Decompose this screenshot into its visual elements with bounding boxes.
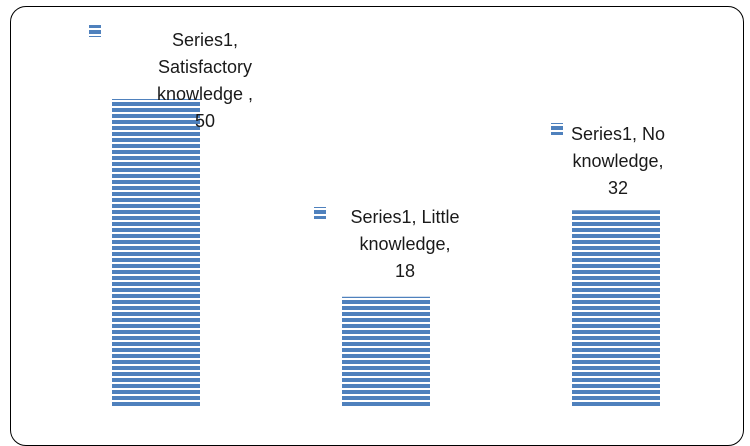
data-label-2-line-3: 18: [395, 261, 415, 281]
bar-2: [342, 296, 430, 408]
data-label-1-line-4: 50: [195, 111, 215, 131]
data-label-1-line-1: Series1,: [172, 30, 238, 50]
data-label-3-line-3: 32: [608, 178, 628, 198]
data-label-1-line-2: Satisfactory: [158, 57, 252, 77]
data-label-1-line-3: knowledge ,: [157, 84, 253, 104]
bar-1: [112, 99, 200, 408]
data-label-3-line-2: knowledge,: [572, 151, 663, 171]
bar-chart: Series1, Satisfactory knowledge , 50 Series1…: [89, 25, 665, 408]
data-label-2-line-2: knowledge,: [359, 234, 450, 254]
bar-3: [572, 210, 660, 408]
data-label-3-line-1: Series1, No: [571, 124, 665, 144]
data-label-2-line-1: Series1, Little: [350, 207, 459, 227]
label-marker-1: [89, 25, 101, 37]
label-marker-2: [314, 207, 326, 219]
label-marker-3: [551, 123, 563, 135]
